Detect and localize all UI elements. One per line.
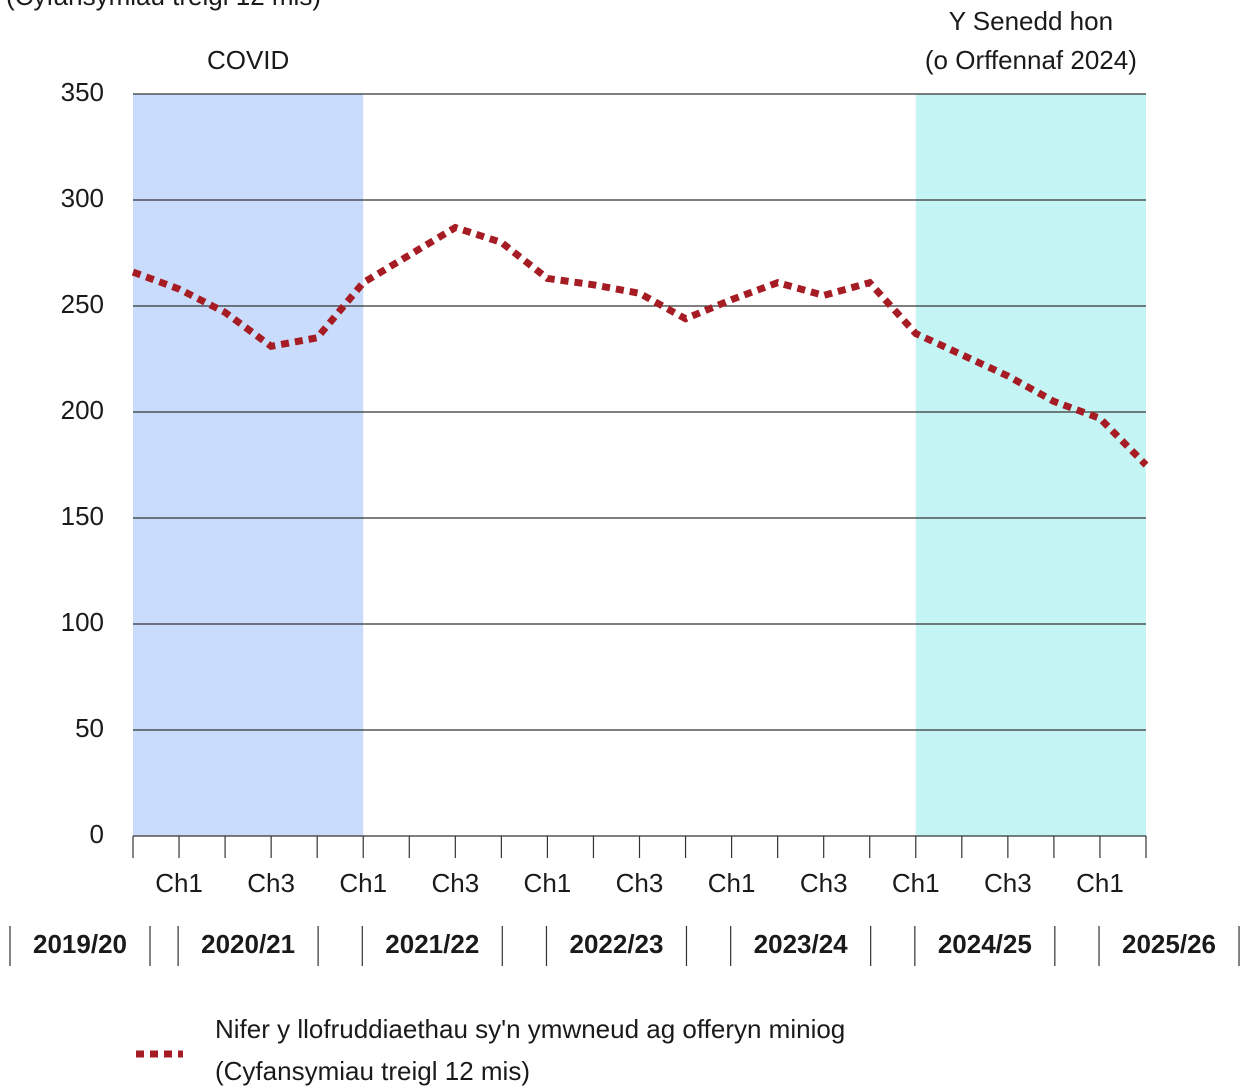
year-label: 2019/20 bbox=[33, 929, 127, 959]
shaded-period bbox=[915, 94, 1146, 836]
y-tick-label: 150 bbox=[61, 501, 104, 531]
x-tick-label: Ch3 bbox=[616, 868, 664, 898]
x-tick-label: Ch3 bbox=[431, 868, 479, 898]
x-tick-label: Ch3 bbox=[984, 868, 1032, 898]
year-label: 2023/24 bbox=[754, 929, 849, 959]
x-tick-label: Ch1 bbox=[708, 868, 756, 898]
chart-subtitle: (Cyfansymiau treigl 12 mis) bbox=[6, 0, 321, 11]
shaded-period bbox=[133, 94, 364, 836]
y-tick-label: 350 bbox=[61, 77, 104, 107]
x-tick-label: Ch1 bbox=[1076, 868, 1124, 898]
y-tick-label: 200 bbox=[61, 395, 104, 425]
x-tick-label: Ch1 bbox=[339, 868, 387, 898]
year-label: 2025/26 bbox=[1122, 929, 1216, 959]
period-label: Y Senedd hon bbox=[949, 6, 1113, 36]
data-line bbox=[131, 223, 1149, 468]
period-label: (o Orffennaf 2024) bbox=[925, 45, 1137, 75]
legend-label: Nifer y llofruddiaethau sy'n ymwneud ag … bbox=[215, 1014, 845, 1044]
y-tick-label: 100 bbox=[61, 607, 104, 637]
legend-note: (Cyfansymiau treigl 12 mis) bbox=[215, 1056, 530, 1086]
y-tick-label: 250 bbox=[61, 289, 104, 319]
x-tick-label: Ch1 bbox=[892, 868, 940, 898]
year-label: 2021/22 bbox=[385, 929, 479, 959]
y-tick-label: 50 bbox=[75, 713, 104, 743]
x-tick-label: Ch1 bbox=[155, 868, 203, 898]
x-tick-label: Ch3 bbox=[247, 868, 295, 898]
period-label: COVID bbox=[207, 45, 289, 75]
x-tick-label: Ch3 bbox=[800, 868, 848, 898]
year-label: 2020/21 bbox=[201, 929, 295, 959]
y-tick-label: 300 bbox=[61, 183, 104, 213]
year-label: 2024/25 bbox=[938, 929, 1032, 959]
y-tick-label: 0 bbox=[90, 819, 104, 849]
x-tick-label: Ch1 bbox=[524, 868, 572, 898]
year-label: 2022/23 bbox=[569, 929, 663, 959]
